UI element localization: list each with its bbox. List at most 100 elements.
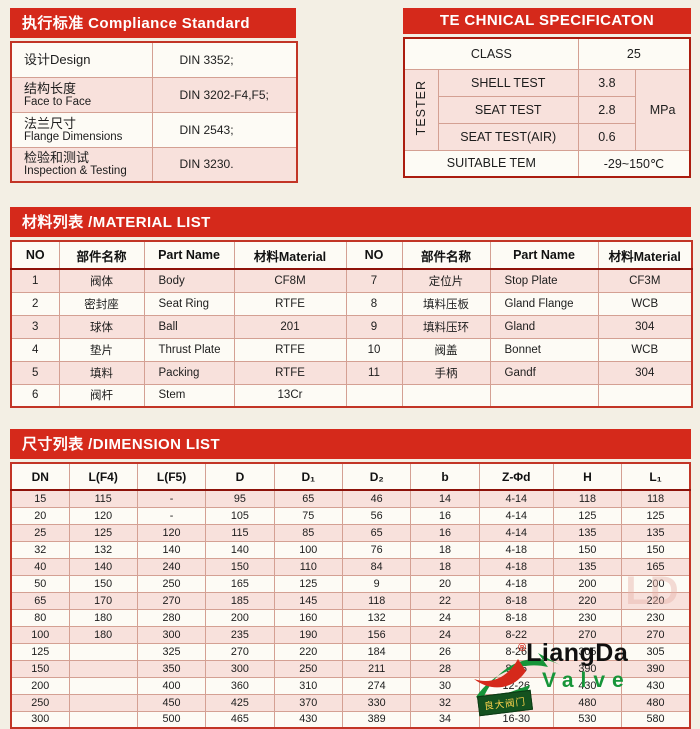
cell: 125 (68, 523, 138, 542)
cell: CF3M (597, 268, 693, 293)
cell: 450 (136, 693, 207, 712)
column-header: 材料Material (597, 240, 693, 270)
label-line1: 法兰尺寸 (24, 115, 77, 131)
cell: 85 (273, 523, 344, 542)
cell: 32 (10, 540, 70, 559)
cell: 7 (345, 268, 403, 293)
material-list-section: 材料列表 /MATERIAL LIST NO 部件名称 Part Name 材料Mat… (10, 207, 693, 408)
cell: 4-14 (478, 523, 554, 542)
table-row: 6 阀杆 Stem 13Cr (10, 383, 693, 408)
cell: 125 (552, 506, 623, 525)
cell: 密封座 (58, 291, 145, 316)
cell: 430 (273, 710, 344, 729)
cell: 125 (273, 574, 344, 593)
cell: 20 (10, 506, 70, 525)
cell: 200 (10, 676, 70, 695)
cell: 22 (410, 591, 480, 610)
cell: 500 (136, 710, 207, 729)
cell: 垫片 (58, 337, 145, 362)
cell: RTFE (233, 337, 347, 362)
cell: 270 (136, 591, 207, 610)
cell: 8 (345, 291, 403, 316)
cell: 阀体 (58, 268, 145, 293)
cell: 20 (410, 574, 480, 593)
cell: 4-18 (478, 557, 554, 576)
cell: 390 (621, 659, 691, 678)
cell: 425 (205, 693, 275, 712)
test-value: 2.8 (577, 95, 637, 124)
cell (68, 659, 138, 678)
cell: 140 (205, 540, 275, 559)
column-header: D₂ (341, 462, 412, 491)
cell: 25 (10, 523, 70, 542)
cell: 75 (273, 506, 344, 525)
cell: 135 (621, 523, 691, 542)
cell: 100 (10, 625, 70, 644)
dimension-table: DN L(F4) L(F5) D D₁ D₂ b Z-Φd H L₁ 15 115-95 65 46 14 4… (10, 462, 691, 729)
compliance-table: 设计Design DIN 3352; 结构长度 Face to Face DIN… (10, 41, 298, 183)
standard-label: 结构长度 Face to Face (10, 76, 153, 113)
cell (401, 383, 491, 408)
header-row: DN L(F4) L(F5) D D₁ D₂ b Z-Φd H L₁ (10, 462, 691, 491)
cell: Gandf (489, 360, 599, 385)
top-tables-row: 执行标准 Compliance Standard 设计Design DIN 33… (10, 8, 691, 183)
test-value: 3.8 (577, 68, 637, 97)
column-header: L₁ (621, 462, 691, 491)
table-row: 结构长度 Face to Face DIN 3202-F4,F5; (10, 76, 298, 113)
cell: 9 (345, 314, 403, 339)
technical-spec-section: TE CHNICAL SPECIFICATON CLASS 25 TESTER … (403, 8, 691, 178)
cell: 84 (341, 557, 412, 576)
cell: 132 (68, 540, 138, 559)
cell: 11 (345, 360, 403, 385)
suitable-temp-label: SUITABLE TEM (403, 149, 579, 178)
cell: 270 (205, 642, 275, 661)
label-line2: Inspection & Testing (24, 165, 127, 178)
cell: 40 (10, 557, 70, 576)
cell (68, 642, 138, 661)
column-header: NO (345, 240, 403, 270)
column-header: L(F4) (68, 462, 138, 491)
cell: Body (143, 268, 235, 293)
cell: 65 (10, 591, 70, 610)
cell: 185 (205, 591, 275, 610)
cell: 填料压板 (401, 291, 491, 316)
suitable-temp-value: -29~150℃ (577, 149, 691, 178)
cell: 160 (273, 608, 344, 627)
cell: 100 (273, 540, 344, 559)
cell: 34 (410, 710, 480, 729)
cell: 220 (621, 591, 691, 610)
cell: 16 (410, 506, 480, 525)
cell: 76 (341, 540, 412, 559)
cell: 165 (205, 574, 275, 593)
cell: Stop Plate (489, 268, 599, 293)
cell: 235 (205, 625, 275, 644)
cell: 118 (621, 489, 691, 508)
cell: 150 (552, 540, 623, 559)
cell: 5 (10, 360, 60, 385)
cell: 26 (410, 642, 480, 661)
cell: 211 (341, 659, 412, 678)
table-row: 50 150 250 165 125 9 20 4-18 200 200 (10, 574, 691, 593)
standard-value: DIN 3230. (151, 146, 298, 183)
label-line2: Face to Face (24, 95, 92, 108)
cell: 150 (68, 574, 138, 593)
column-header: DN (10, 462, 70, 491)
label-line1: 结构长度 (24, 80, 77, 96)
table-row: 2 密封座 Seat Ring RTFE 8 填料压板 Gland Flange WCB (10, 291, 693, 316)
unit-label: MPa (635, 68, 691, 151)
cell (68, 710, 138, 729)
cell: 200 (552, 574, 623, 593)
cell: 8-18 (478, 591, 554, 610)
cell: 250 (10, 693, 70, 712)
table-row: 125 325 270 220 184 26 8-26 305 305 (10, 642, 691, 661)
cell: 2 (10, 291, 60, 316)
cell: Gland (489, 314, 599, 339)
cell: 150 (10, 659, 70, 678)
cell: 填料 (58, 360, 145, 385)
standard-label: 法兰尺寸 Flange Dimensions (10, 111, 153, 148)
cell: 270 (552, 625, 623, 644)
cell: 50 (10, 574, 70, 593)
cell: Bonnet (489, 337, 599, 362)
column-header: b (410, 462, 480, 491)
label-line1: 检验和测试 (24, 150, 90, 166)
